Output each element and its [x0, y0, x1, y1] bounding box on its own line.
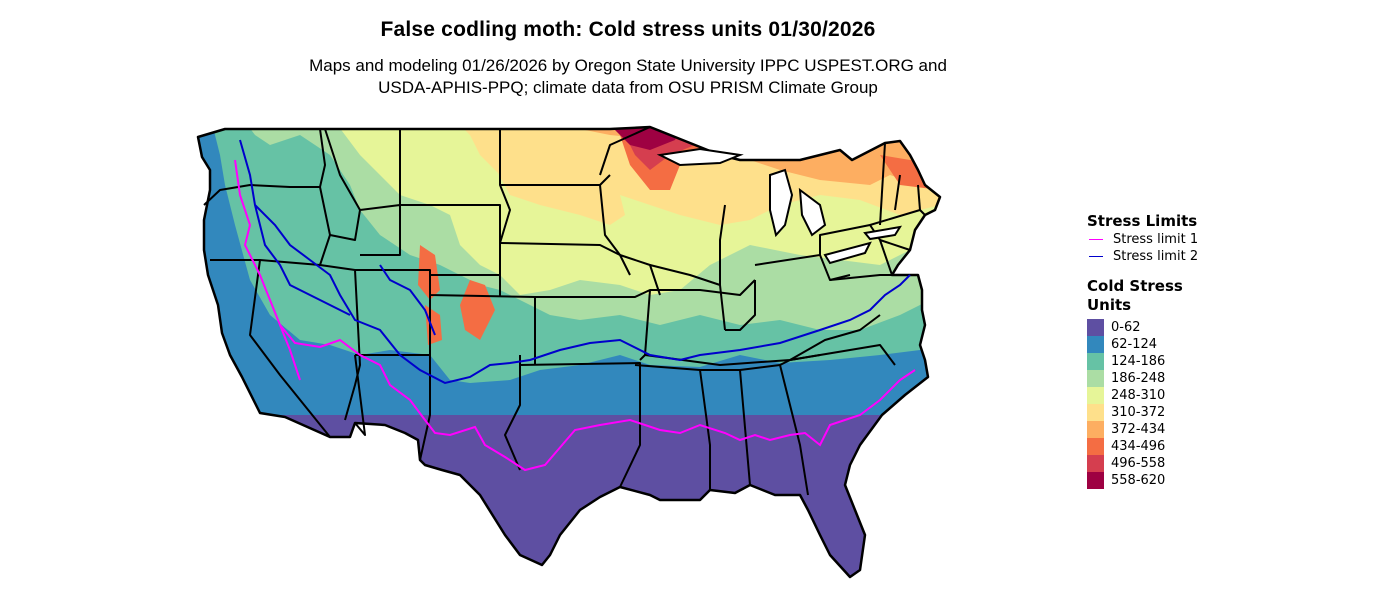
cold-stress-label: 372-434 [1111, 422, 1166, 437]
cold-stress-label: 496-558 [1111, 456, 1166, 471]
cold-stress-item: 124-186 [1087, 353, 1207, 370]
cold-stress-label: 0-62 [1111, 320, 1141, 335]
us-outline [196, 125, 942, 579]
cold-stress-item: 248-310 [1087, 387, 1207, 404]
swatch [1087, 387, 1104, 404]
map-subtitle: Maps and modeling 01/26/2026 by Oregon S… [0, 55, 1256, 99]
state-boundaries [203, 126, 926, 496]
great-lakes [656, 147, 903, 265]
swatch [1087, 404, 1104, 421]
cold-stress-label: 186-248 [1111, 371, 1166, 386]
stress-limit-2-key [1089, 256, 1103, 257]
subtitle-line-1: Maps and modeling 01/26/2026 by Oregon S… [309, 56, 947, 75]
stress-limits-legend-title: Stress Limits [1087, 212, 1198, 230]
swatch [1087, 370, 1104, 387]
cold-stress-item: 434-496 [1087, 438, 1207, 455]
swatch [1087, 319, 1104, 336]
subtitle-line-2: USDA-APHIS-PPQ; climate data from OSU PR… [378, 78, 878, 97]
swatch [1087, 353, 1104, 370]
cold-stress-item: 186-248 [1087, 370, 1207, 387]
us-cold-stress-map [196, 125, 942, 579]
cold-stress-label: 434-496 [1111, 439, 1166, 454]
swatch [1087, 472, 1104, 489]
swatch [1087, 336, 1104, 353]
stress-limit-2-contour [239, 139, 911, 385]
cold-stress-legend-list: 0-62 62-124 124-186 186-248 248-310 310-… [1087, 319, 1207, 489]
stress-limit-2-item: Stress limit 2 [1087, 248, 1207, 265]
cold-stress-label: 248-310 [1111, 388, 1166, 403]
map-title: False codling moth: Cold stress units 01… [380, 18, 876, 41]
cold-stress-item: 310-372 [1087, 404, 1207, 421]
swatch [1087, 438, 1104, 455]
stress-limit-1-contour [234, 159, 916, 472]
cold-stress-item: 62-124 [1087, 336, 1207, 353]
stress-limit-1-key [1089, 239, 1103, 240]
stress-limit-1-item: Stress limit 1 [1087, 231, 1207, 248]
swatch [1087, 421, 1104, 438]
cold-stress-item: 372-434 [1087, 421, 1207, 438]
swatch [1087, 455, 1104, 472]
cold-stress-legend-title: Cold Stress Units [1087, 277, 1183, 314]
cold-stress-label: 124-186 [1111, 354, 1166, 369]
cold-stress-item: 558-620 [1087, 472, 1207, 489]
stress-limit-1-label: Stress limit 1 [1113, 232, 1199, 247]
cold-stress-item: 0-62 [1087, 319, 1207, 336]
stress-limit-2-label: Stress limit 2 [1113, 249, 1199, 264]
cold-stress-item: 496-558 [1087, 455, 1207, 472]
legend: Stress Limits Stress limit 1 Stress limi… [1087, 212, 1207, 489]
cold-stress-label: 558-620 [1111, 473, 1166, 488]
cold-stress-label: 62-124 [1111, 337, 1158, 352]
cold-stress-label: 310-372 [1111, 405, 1166, 420]
